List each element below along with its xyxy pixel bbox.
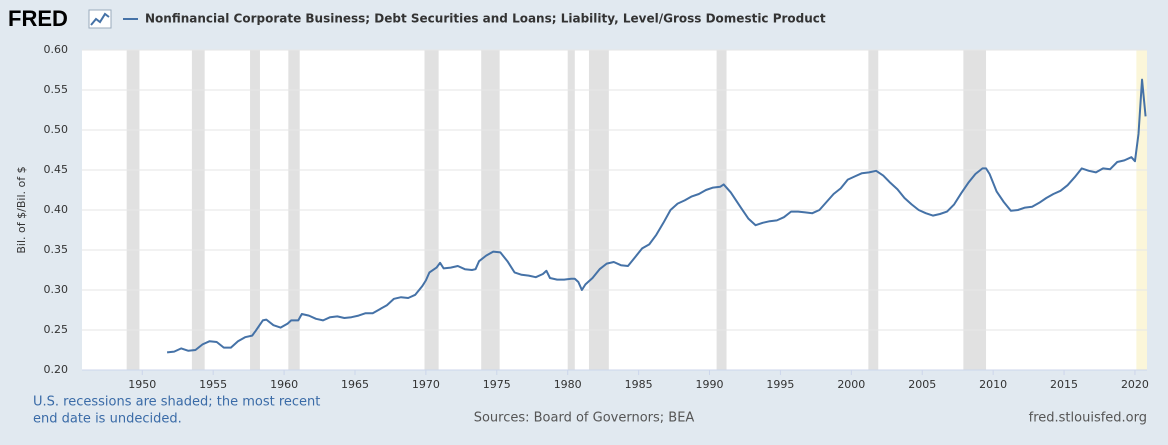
x-tick-label: 1970 xyxy=(412,378,440,391)
x-tick-label: 1980 xyxy=(554,378,582,391)
legend-label: Nonfinancial Corporate Business; Debt Se… xyxy=(145,12,826,26)
y-axis-label: Bil. of $/Bil. of $ xyxy=(15,166,28,253)
y-tick-label: 0.35 xyxy=(44,243,69,256)
x-tick-label: 1955 xyxy=(199,378,227,391)
logo-line xyxy=(90,12,110,26)
y-tick-label: 0.55 xyxy=(44,83,69,96)
logo-box xyxy=(88,9,112,29)
site[interactable]: fred.stlouisfed.org xyxy=(1029,411,1147,426)
x-tick-label: 2010 xyxy=(979,378,1007,391)
y-tick-label: 0.50 xyxy=(44,123,69,136)
series-line xyxy=(166,78,1147,354)
x-tick-label: 2015 xyxy=(1050,378,1078,391)
logo-icon xyxy=(88,9,112,29)
x-tick-label: 2000 xyxy=(837,378,865,391)
x-tick-label: 1975 xyxy=(483,378,511,391)
x-tick-label: 1990 xyxy=(696,378,724,391)
y-tick-label: 0.60 xyxy=(44,43,69,56)
y-tick-label: 0.25 xyxy=(44,323,69,336)
note: end date is undecided. xyxy=(33,412,182,427)
y-tick-label: 0.20 xyxy=(44,363,69,376)
note: U.S. recessions are shaded; the most rec… xyxy=(33,395,320,410)
y-tick-label: 0.45 xyxy=(44,163,69,176)
x-tick-label: 1950 xyxy=(128,378,156,391)
y-tick-label: 0.40 xyxy=(44,203,69,216)
source: Sources: Board of Governors; BEA xyxy=(474,411,695,426)
logo[interactable]: FRED xyxy=(8,6,68,31)
x-tick-label: 1960 xyxy=(270,378,298,391)
x-tick-label: 1965 xyxy=(341,378,369,391)
y-tick-label: 0.30 xyxy=(44,283,69,296)
x-tick-label: 1995 xyxy=(766,378,794,391)
x-tick-label: 1985 xyxy=(625,378,653,391)
x-tick-label: 2005 xyxy=(908,378,936,391)
x-tick-label: 2020 xyxy=(1121,378,1149,391)
